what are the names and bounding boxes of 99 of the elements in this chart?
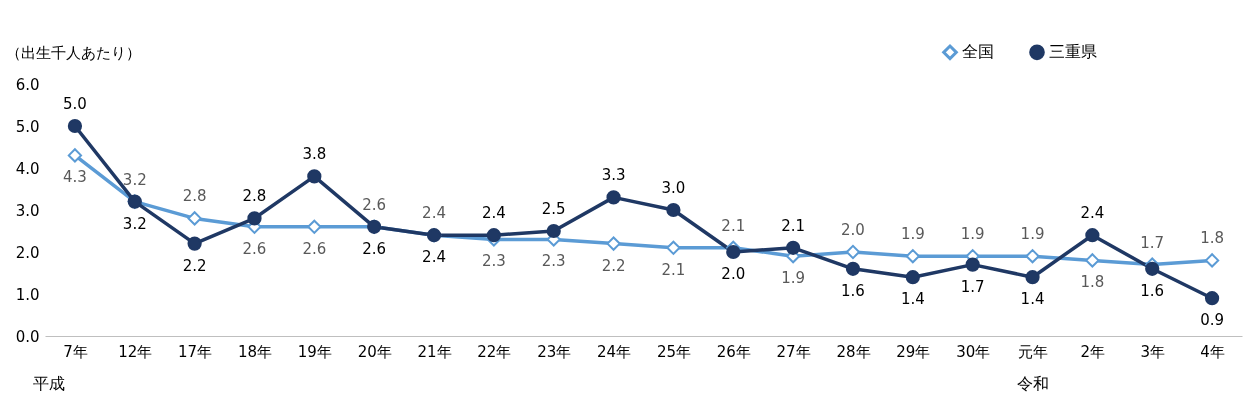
x-tick-label: 12年 <box>118 342 153 361</box>
data-label: 5.0 <box>63 95 87 113</box>
data-label: 2.6 <box>302 239 327 258</box>
y-tick-label: 1.0 <box>15 285 40 304</box>
point <box>1025 270 1040 285</box>
data-label: 1.6 <box>841 281 865 300</box>
y-tick-label: 4.0 <box>15 159 40 178</box>
x-tick-label: 24年 <box>597 342 632 361</box>
x-tick-label: 27年 <box>776 342 811 361</box>
x-tick-label: 3年 <box>1140 342 1165 361</box>
data-label: 2.4 <box>422 204 446 223</box>
point <box>905 249 920 264</box>
data-label: 2.2 <box>182 256 207 275</box>
x-tick-label: 20年 <box>357 342 392 361</box>
data-label: 1.4 <box>1020 290 1045 309</box>
data-label: 3.2 <box>122 170 147 189</box>
point <box>187 211 202 226</box>
point <box>606 236 621 251</box>
data-label: 2.8 <box>182 187 207 206</box>
text: 平成 <box>32 374 65 393</box>
data-label: 1.9 <box>900 225 925 244</box>
point <box>1145 261 1160 276</box>
point <box>1085 228 1100 243</box>
data-label: 2.4 <box>422 248 446 267</box>
data-label: 2.4 <box>1080 204 1105 223</box>
x-tick-label: 30年 <box>956 342 991 361</box>
x-tick-label: 21年 <box>417 342 452 361</box>
data-label: 3.2 <box>122 214 147 233</box>
data-label: 1.8 <box>1200 229 1224 248</box>
data-label: 2.1 <box>661 260 686 279</box>
x-tick-label: 4年 <box>1200 342 1225 361</box>
point <box>965 257 980 272</box>
y-tick-label: 3.0 <box>15 201 40 220</box>
data-label: 3.0 <box>661 179 686 197</box>
point <box>1085 253 1100 268</box>
point <box>726 244 741 260</box>
x-tick-label: 18年 <box>237 342 273 361</box>
point <box>67 118 83 134</box>
point <box>67 148 83 163</box>
point <box>247 211 262 226</box>
data-label: 2.0 <box>721 265 746 283</box>
data-label: 1.4 <box>900 290 925 309</box>
x-tick-label: 25年 <box>656 342 691 361</box>
data-label: 1.6 <box>1140 281 1165 300</box>
data-label: 0.9 <box>1200 311 1224 330</box>
data-label: 1.9 <box>960 225 985 244</box>
data-label: 1.7 <box>960 277 985 296</box>
data-label: 2.2 <box>601 256 626 275</box>
data-label: 1.9 <box>781 269 806 288</box>
y-tick-label: 0.0 <box>15 327 40 346</box>
legend-label: 三重県 <box>1049 42 1097 62</box>
y-tick-label: 5.0 <box>15 117 40 136</box>
point <box>1204 291 1220 306</box>
data-label: 2.3 <box>541 252 566 271</box>
point <box>606 190 621 205</box>
point <box>307 169 322 184</box>
data-label: 2.4 <box>481 204 506 223</box>
data-label: 2.1 <box>721 216 746 235</box>
y-tick-label: 6.0 <box>15 75 40 94</box>
data-label: 1.7 <box>1140 233 1165 252</box>
point <box>1204 253 1220 268</box>
x-tick-label: 26年 <box>716 342 751 361</box>
point <box>666 202 681 218</box>
x-tick-label: 2年 <box>1080 342 1106 361</box>
point <box>307 219 322 234</box>
data-label: 3.8 <box>302 145 327 164</box>
x-tick-label: 23年 <box>537 342 572 361</box>
point <box>546 223 561 239</box>
data-label: 2.0 <box>841 221 865 239</box>
x-tick-label: 19年 <box>297 342 332 361</box>
y-axis-title: （出生千人あたり） <box>5 43 141 62</box>
x-tick-label: 7年 <box>63 342 88 361</box>
x-tick-label: 29年 <box>896 342 931 361</box>
point <box>845 261 861 276</box>
x-tick-label: 17年 <box>178 342 213 361</box>
data-label: 1.9 <box>1020 225 1045 244</box>
legend-label: 全国 <box>962 42 994 62</box>
point <box>666 240 681 255</box>
x-tick-label: 28年 <box>836 342 871 361</box>
point <box>1025 249 1040 264</box>
data-label: 2.6 <box>242 239 267 258</box>
data-label: 4.3 <box>63 168 87 187</box>
point <box>187 236 202 251</box>
data-label: 2.1 <box>781 216 806 235</box>
text: 令和 <box>1016 374 1049 393</box>
data-label: 2.5 <box>541 200 566 218</box>
data-label: 2.8 <box>242 187 267 206</box>
data-label: 1.8 <box>1080 273 1105 292</box>
point <box>786 240 801 255</box>
data-label: 2.6 <box>362 195 387 214</box>
data-label: 2.3 <box>481 252 506 271</box>
y-tick-label: 2.0 <box>15 243 40 262</box>
point <box>905 270 920 285</box>
data-label: 3.3 <box>601 166 626 185</box>
point <box>486 228 501 243</box>
x-tick-label: 元年 <box>1018 342 1049 361</box>
point <box>845 244 861 260</box>
x-tick-label: 22年 <box>477 342 512 361</box>
data-label: 2.6 <box>362 239 387 258</box>
